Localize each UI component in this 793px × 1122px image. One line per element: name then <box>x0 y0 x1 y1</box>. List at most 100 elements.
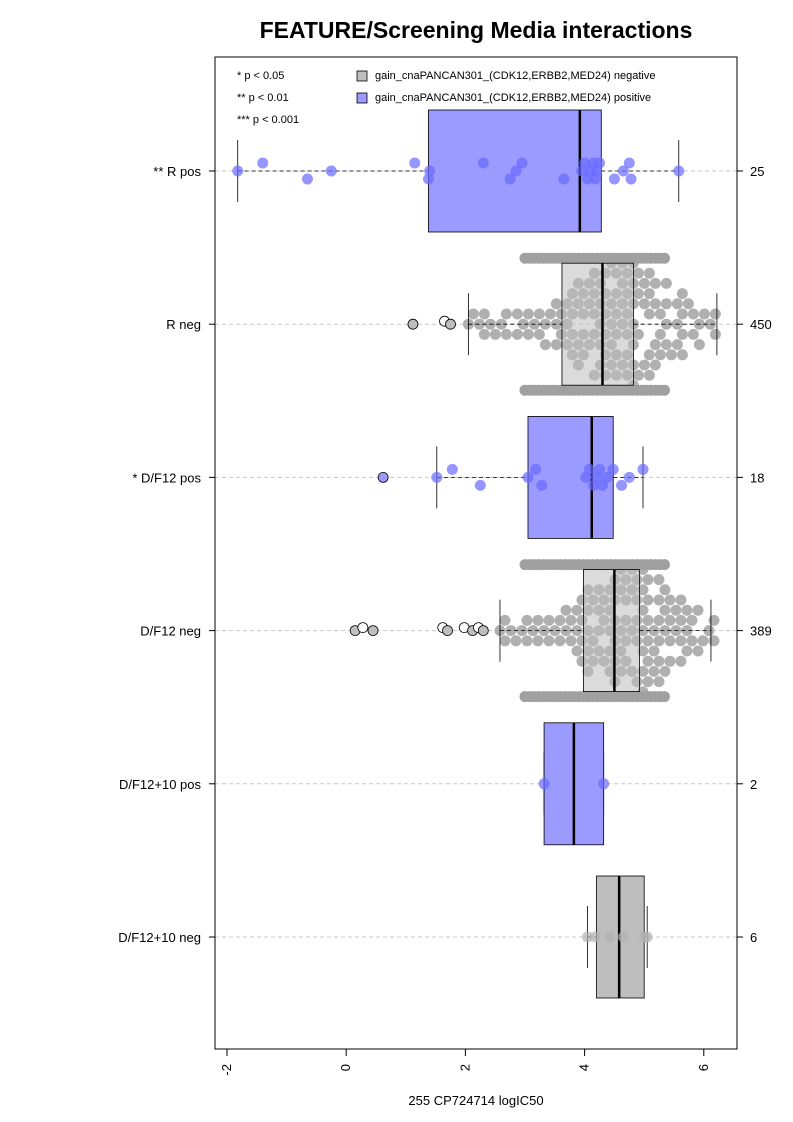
data-point <box>641 931 653 943</box>
data-point <box>554 635 566 647</box>
data-point <box>653 635 665 647</box>
data-point <box>549 625 561 637</box>
data-point <box>617 165 629 177</box>
data-point <box>659 665 671 677</box>
legend-label-negative: gain_cnaPANCAN301_(CDK12,ERBB2,MED24) ne… <box>375 70 655 82</box>
data-point <box>543 614 555 626</box>
data-point <box>560 604 572 616</box>
data-point <box>499 635 511 647</box>
data-point <box>637 665 649 677</box>
data-point <box>500 308 512 320</box>
data-point <box>653 574 665 586</box>
group-label: D/F12+10 pos <box>119 777 202 792</box>
data-point <box>616 479 628 491</box>
legend-significance-3: *** p < 0.001 <box>237 114 299 126</box>
legend-swatch-negative <box>356 70 368 82</box>
box <box>583 569 640 692</box>
data-point <box>648 645 660 657</box>
x-tick-label: 2 <box>457 1064 472 1071</box>
data-point <box>649 298 661 310</box>
data-point <box>500 328 512 340</box>
data-point <box>649 277 661 289</box>
data-point <box>510 635 522 647</box>
data-point <box>704 318 716 330</box>
data-point <box>589 931 601 943</box>
data-point <box>659 691 670 703</box>
data-point <box>643 369 655 381</box>
data-point <box>608 173 620 185</box>
data-point <box>601 471 613 483</box>
data-point <box>446 463 458 475</box>
data-point <box>642 635 654 647</box>
data-point <box>527 625 539 637</box>
data-point <box>495 318 507 330</box>
data-point <box>571 604 583 616</box>
data-point <box>697 635 709 647</box>
data-point <box>676 328 688 340</box>
data-point <box>504 173 516 185</box>
data-point <box>544 308 556 320</box>
data-point <box>660 277 672 289</box>
data-point <box>659 625 671 637</box>
data-point <box>257 157 269 169</box>
data-point <box>643 288 655 300</box>
data-point <box>653 676 665 688</box>
data-point <box>708 614 720 626</box>
data-point <box>625 173 637 185</box>
data-point <box>517 318 529 330</box>
data-point <box>686 614 698 626</box>
data-point <box>583 463 595 475</box>
data-point <box>675 594 687 606</box>
data-point <box>687 308 699 320</box>
data-point <box>653 655 665 667</box>
group-count-label: 389 <box>750 624 772 639</box>
data-point <box>664 655 676 667</box>
data-point <box>660 298 672 310</box>
data-point <box>676 349 688 361</box>
data-point <box>632 328 644 340</box>
data-point <box>708 635 720 647</box>
outlier-point <box>442 625 453 636</box>
data-point <box>543 635 555 647</box>
data-point <box>532 635 544 647</box>
data-point <box>604 931 616 943</box>
data-point <box>692 645 704 657</box>
data-point <box>676 308 688 320</box>
data-point <box>632 369 644 381</box>
data-point <box>638 359 650 371</box>
data-point <box>643 267 655 279</box>
data-point <box>664 594 676 606</box>
data-point <box>582 931 594 943</box>
data-point <box>670 604 682 616</box>
data-point <box>642 655 654 667</box>
data-point <box>301 173 313 185</box>
data-point <box>654 308 666 320</box>
data-point <box>682 298 694 310</box>
data-point <box>489 328 501 340</box>
data-point <box>510 165 522 177</box>
group-label: D/F12+10 neg <box>118 930 201 945</box>
x-tick-label: 6 <box>696 1064 711 1071</box>
data-point <box>539 339 551 351</box>
chart-title: FEATURE/Screening Media interactions <box>260 17 693 43</box>
group-label: ** R pos <box>153 164 201 179</box>
outlier-point <box>367 625 379 636</box>
labels-layer: ** R pos 25 R neg 450 * D/F12 pos 18 D/F12 neg… <box>118 164 771 945</box>
box-layer <box>237 109 718 999</box>
data-point <box>478 328 490 340</box>
data-point <box>637 463 649 475</box>
data-point <box>499 614 511 626</box>
data-point <box>533 308 545 320</box>
x-axis: -2 0 2 4 6 <box>219 1048 711 1076</box>
data-point <box>649 359 661 371</box>
data-point <box>642 574 654 586</box>
data-point <box>579 157 591 169</box>
data-point <box>709 328 721 340</box>
data-point <box>536 479 548 491</box>
x-tick-label: 4 <box>577 1064 592 1071</box>
data-point <box>632 288 644 300</box>
data-point <box>653 614 665 626</box>
data-point <box>505 625 517 637</box>
data-point <box>681 645 693 657</box>
